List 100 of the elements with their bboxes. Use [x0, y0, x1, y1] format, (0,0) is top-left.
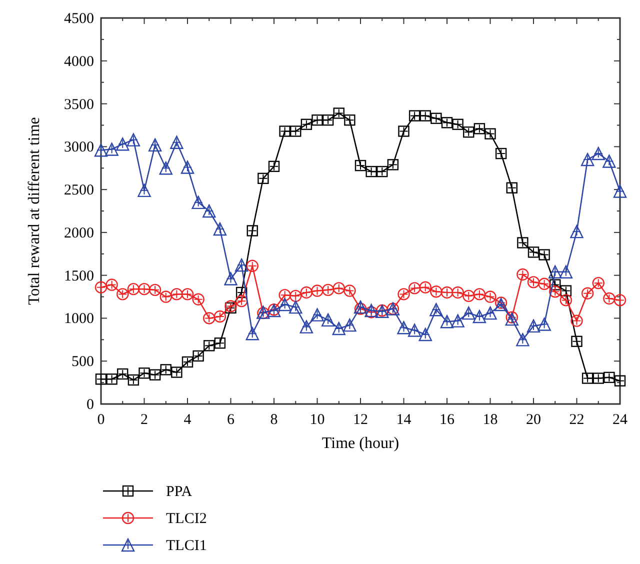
point	[560, 285, 572, 296]
point	[246, 260, 258, 272]
point	[506, 182, 518, 194]
point	[214, 310, 226, 323]
point	[321, 313, 335, 327]
point	[580, 152, 594, 166]
point	[234, 258, 248, 272]
y-tick-label: 4000	[64, 54, 94, 70]
x-tick-label: 16	[440, 412, 455, 428]
point	[506, 311, 518, 324]
y-tick-label: 3500	[64, 96, 94, 113]
point	[474, 123, 486, 134]
point	[549, 286, 562, 298]
point	[602, 154, 616, 168]
y-tick-label: 4500	[64, 11, 94, 27]
point	[159, 162, 172, 175]
point	[517, 237, 528, 248]
point	[128, 374, 140, 386]
x-axis-title: Time (hour)	[322, 435, 400, 452]
point	[149, 369, 161, 380]
point	[182, 356, 194, 368]
x-tick-label: 18	[482, 412, 498, 428]
y-tick-label: 3000	[64, 140, 94, 156]
point	[463, 126, 474, 138]
point	[354, 300, 368, 314]
point	[202, 204, 216, 218]
point	[462, 290, 475, 302]
point	[570, 314, 583, 327]
point	[354, 302, 367, 315]
point	[300, 320, 314, 334]
point	[344, 114, 356, 126]
y-tick-label: 1500	[64, 268, 94, 284]
point	[538, 318, 551, 331]
x-tick-label: 22	[569, 412, 584, 428]
y-tick-label: 2000	[64, 225, 94, 242]
point	[560, 294, 572, 306]
point	[224, 272, 238, 286]
point	[192, 350, 204, 362]
point	[289, 300, 302, 314]
point	[430, 303, 443, 316]
point	[354, 160, 366, 172]
point	[472, 310, 486, 324]
point	[126, 133, 140, 146]
point	[94, 281, 108, 294]
x-tick-label: 20	[526, 412, 541, 428]
point	[398, 288, 410, 300]
y-tick-label: 2500	[64, 182, 94, 199]
point	[332, 282, 345, 294]
point	[418, 328, 432, 342]
point	[246, 327, 259, 340]
point	[494, 296, 508, 309]
point	[527, 276, 540, 288]
point	[408, 324, 422, 337]
point	[246, 225, 258, 236]
point	[441, 117, 453, 128]
point	[148, 138, 162, 152]
point	[462, 306, 476, 320]
point	[484, 290, 496, 303]
point	[592, 276, 604, 290]
x-tick-label: 10	[310, 412, 325, 428]
x-tick-label: 0	[97, 412, 105, 428]
point	[235, 294, 248, 308]
point	[160, 290, 172, 303]
point	[581, 287, 594, 300]
x-tick-label: 6	[227, 412, 235, 428]
point	[430, 112, 442, 124]
point	[138, 368, 150, 379]
point	[213, 222, 227, 236]
point	[116, 137, 130, 151]
point	[473, 288, 486, 300]
x-tick-label: 14	[396, 412, 412, 428]
point	[526, 319, 540, 333]
y-axis-title: Total reward at different time	[26, 117, 43, 305]
point	[214, 338, 226, 349]
point	[592, 146, 605, 160]
point	[516, 333, 530, 346]
point	[278, 298, 292, 312]
point	[344, 284, 356, 297]
point	[236, 286, 248, 298]
y-tick-label: 500	[72, 354, 94, 370]
point	[300, 286, 313, 299]
point	[203, 312, 216, 324]
y-tick-label: 0	[86, 397, 94, 413]
point	[484, 306, 497, 320]
point	[614, 294, 626, 306]
x-tick-label: 24	[612, 412, 628, 428]
point	[180, 160, 194, 174]
point	[117, 368, 128, 380]
legend-label: TLCI2	[166, 511, 207, 527]
point	[528, 246, 540, 258]
point	[516, 268, 529, 281]
x-tick-label: 12	[353, 412, 368, 428]
point	[171, 366, 182, 378]
point	[613, 184, 627, 198]
point	[310, 308, 324, 322]
point	[333, 108, 344, 119]
x-tick-label: 8	[270, 412, 278, 428]
point	[300, 118, 312, 130]
point	[94, 144, 108, 157]
point	[192, 196, 205, 210]
